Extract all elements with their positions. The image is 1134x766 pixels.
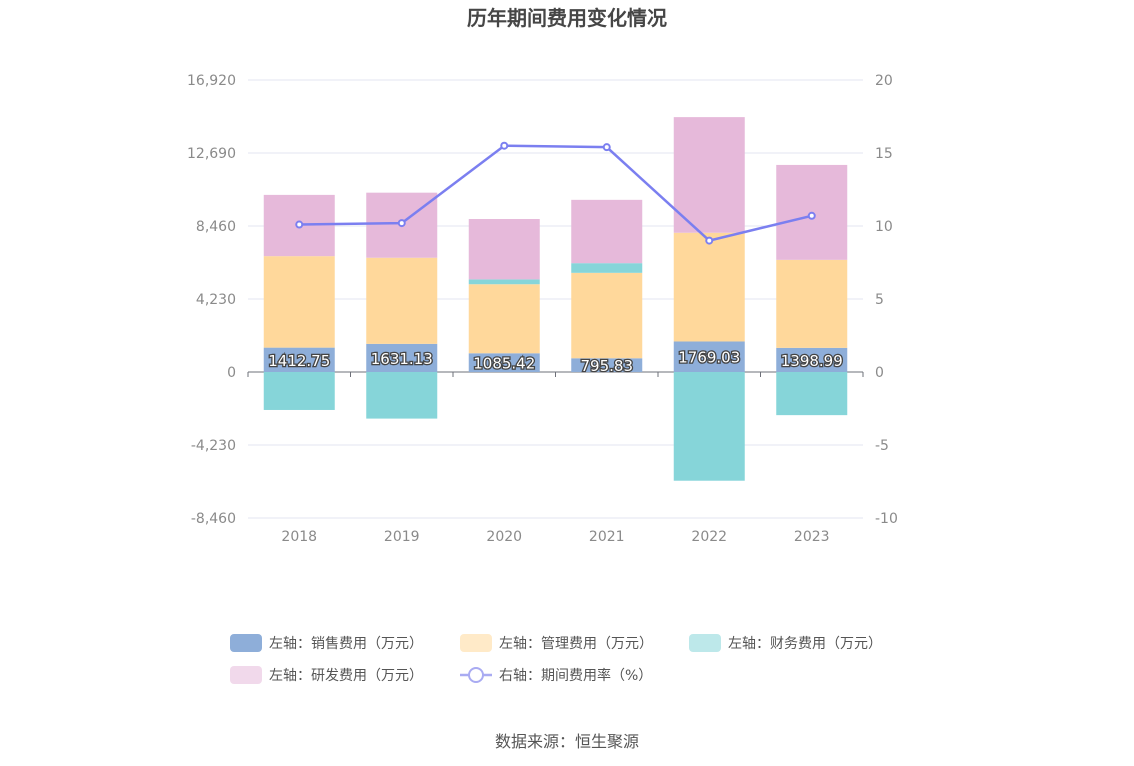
bar-series xyxy=(263,117,848,481)
y-right-tick-label: 0 xyxy=(875,365,884,381)
y-right-tick-label: 20 xyxy=(875,73,893,89)
y-left-tick-label: 0 xyxy=(227,365,236,381)
line-point xyxy=(295,220,304,229)
legend: 左轴：销售费用（万元） 左轴：管理费用（万元） 左轴：财务费用（万元） 左轴：研发费用… xyxy=(230,634,882,684)
bar xyxy=(366,257,438,344)
bar xyxy=(468,353,540,372)
legend-label: 左轴：研发费用（万元） xyxy=(269,668,423,684)
line-series xyxy=(295,141,816,245)
axes: 16,920 12,690 8,460 4,230 0 -4,230 -8,460 20 15 1… xyxy=(187,73,898,545)
line-path xyxy=(299,144,813,242)
bar xyxy=(673,372,745,481)
bar xyxy=(571,272,643,359)
y-right-tick-label: -5 xyxy=(875,438,889,454)
y-left-tick-label: 16,920 xyxy=(187,73,236,89)
bar xyxy=(571,263,643,273)
bar-data-label: 1085.42 xyxy=(473,355,535,373)
legend-label: 左轴：销售费用（万元） xyxy=(269,636,423,652)
bar xyxy=(263,256,335,348)
bar xyxy=(673,232,745,342)
grid xyxy=(248,79,863,519)
bar-data-label: 1398.99 xyxy=(781,352,843,370)
source-note: 数据来源：恒生聚源 xyxy=(494,732,639,751)
bar xyxy=(673,341,745,372)
bar-data-label: 795.83 xyxy=(581,357,634,375)
bar xyxy=(776,372,848,416)
x-tick-label: 2018 xyxy=(281,529,317,545)
x-tick-label: 2020 xyxy=(486,529,522,545)
y-left-tick-label: 4,230 xyxy=(196,292,236,308)
bar-data-label: 1631.13 xyxy=(371,350,433,368)
bar xyxy=(263,347,335,372)
legend-swatch xyxy=(230,666,262,684)
legend-label: 左轴：财务费用（万元） xyxy=(728,636,882,652)
y-left-tick-label: -4,230 xyxy=(191,438,236,454)
y-left-tick-label: 8,460 xyxy=(196,219,236,235)
bar xyxy=(776,347,848,372)
bar xyxy=(366,343,438,372)
line-point xyxy=(500,141,509,150)
x-tick-label: 2023 xyxy=(794,529,830,545)
y-right-tick-label: -10 xyxy=(875,511,898,527)
bar xyxy=(673,117,745,233)
bar xyxy=(571,358,643,372)
y-right-tick-label: 10 xyxy=(875,219,893,235)
y-left-tick-label: 12,690 xyxy=(187,146,236,162)
x-tick-label: 2021 xyxy=(589,529,625,545)
bar xyxy=(776,259,848,348)
bar xyxy=(468,219,540,280)
bar xyxy=(366,372,438,419)
x-tick-label: 2022 xyxy=(691,529,727,545)
y-left-tick-label: -8,460 xyxy=(191,511,236,527)
y-right-tick-label: 15 xyxy=(875,146,893,162)
legend-label: 右轴：期间费用率（%） xyxy=(499,667,652,684)
y-right-tick-label: 5 xyxy=(875,292,884,308)
legend-swatch-marker xyxy=(468,667,484,683)
legend-swatch xyxy=(689,634,721,652)
bar xyxy=(468,279,540,285)
line-point xyxy=(807,211,816,220)
x-tick-label: 2019 xyxy=(384,529,420,545)
line-point xyxy=(602,143,611,152)
bar-data-labels: 1412.75 1631.13 1085.42 795.83 1769.03 1398.9… xyxy=(267,347,844,376)
line-point xyxy=(705,236,714,245)
bar xyxy=(263,372,335,410)
bar xyxy=(571,199,643,264)
legend-swatch xyxy=(230,634,262,652)
line-point xyxy=(397,219,406,228)
bar-data-label: 1412.75 xyxy=(268,352,330,370)
bar xyxy=(468,284,540,354)
legend-label: 左轴：管理费用（万元） xyxy=(499,636,653,652)
legend-swatch xyxy=(460,634,492,652)
bar-data-label: 1769.03 xyxy=(678,349,740,367)
chart-title: 历年期间费用变化情况 xyxy=(467,6,667,30)
